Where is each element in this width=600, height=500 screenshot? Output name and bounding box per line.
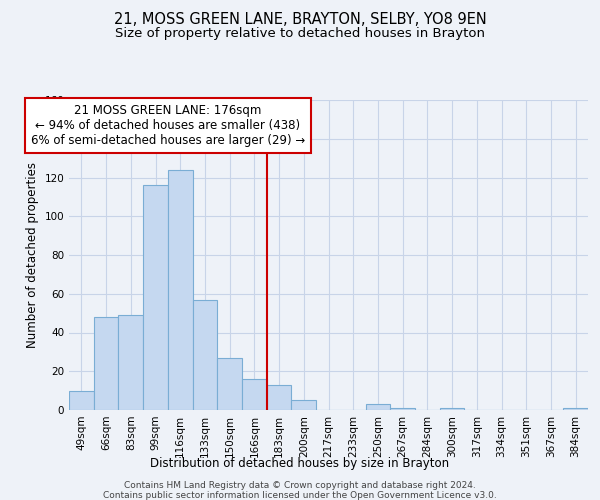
Text: Contains public sector information licensed under the Open Government Licence v3: Contains public sector information licen…	[103, 491, 497, 500]
Text: Contains HM Land Registry data © Crown copyright and database right 2024.: Contains HM Land Registry data © Crown c…	[124, 481, 476, 490]
Bar	[440, 408, 464, 410]
Text: 21 MOSS GREEN LANE: 176sqm
← 94% of detached houses are smaller (438)
6% of semi: 21 MOSS GREEN LANE: 176sqm ← 94% of deta…	[31, 104, 305, 147]
Bar	[267, 385, 292, 410]
Bar	[390, 408, 415, 410]
Bar	[69, 390, 94, 410]
Bar	[292, 400, 316, 410]
Text: Size of property relative to detached houses in Brayton: Size of property relative to detached ho…	[115, 28, 485, 40]
Bar	[193, 300, 217, 410]
Y-axis label: Number of detached properties: Number of detached properties	[26, 162, 39, 348]
Text: 21, MOSS GREEN LANE, BRAYTON, SELBY, YO8 9EN: 21, MOSS GREEN LANE, BRAYTON, SELBY, YO8…	[113, 12, 487, 28]
Bar	[118, 315, 143, 410]
Bar	[242, 379, 267, 410]
Bar	[217, 358, 242, 410]
Bar	[143, 185, 168, 410]
Bar	[365, 404, 390, 410]
Bar	[563, 408, 588, 410]
Bar	[94, 317, 118, 410]
Text: Distribution of detached houses by size in Brayton: Distribution of detached houses by size …	[151, 458, 449, 470]
Bar	[168, 170, 193, 410]
